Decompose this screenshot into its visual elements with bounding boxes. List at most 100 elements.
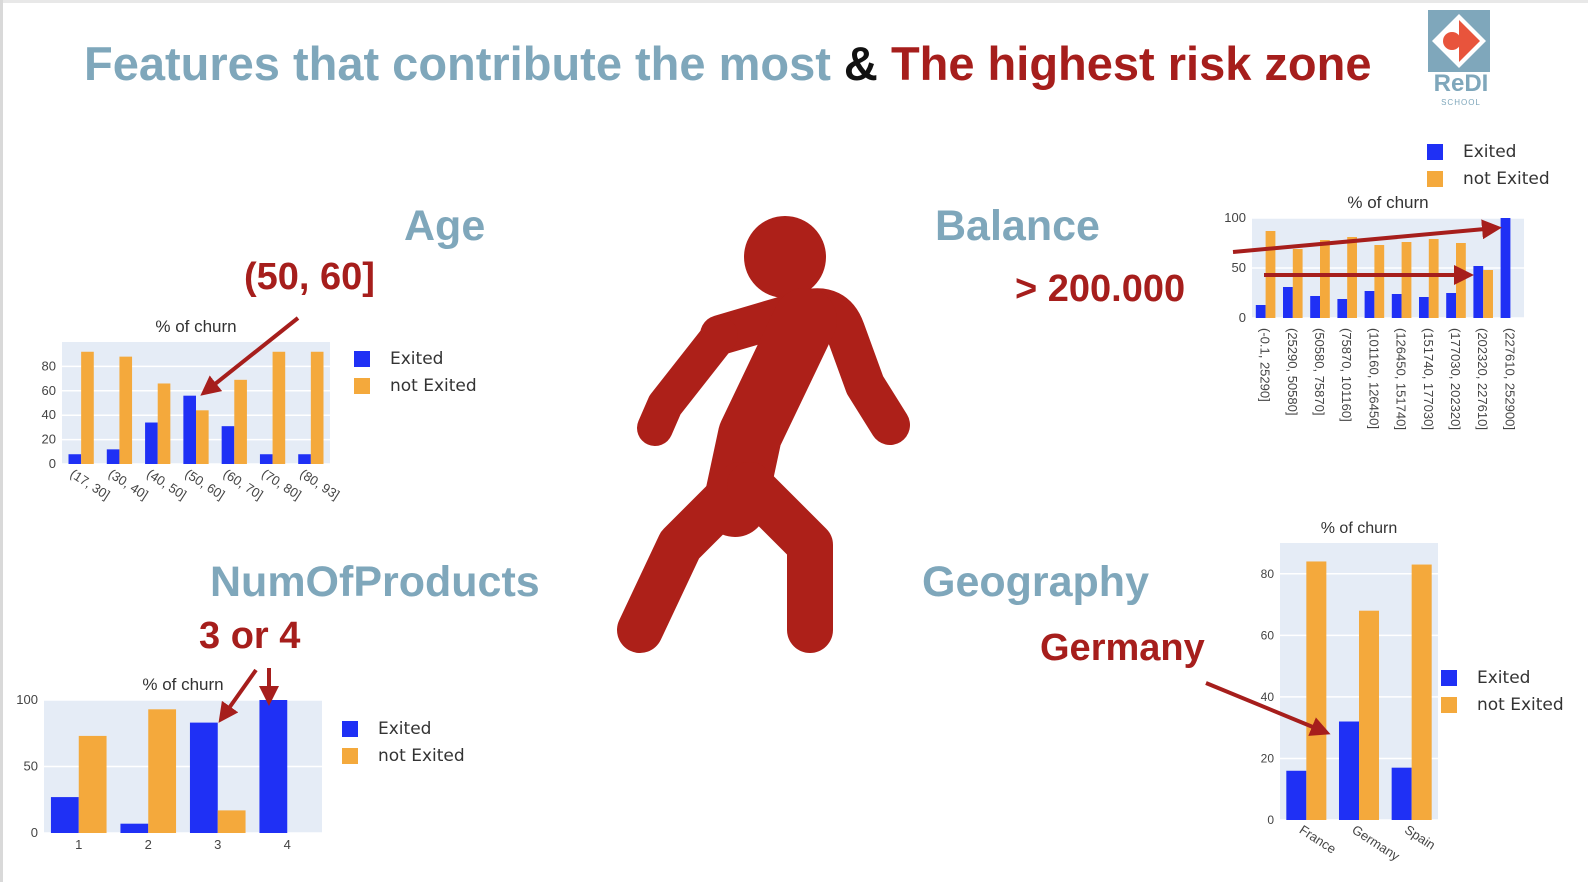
y-tick-label: 50 [1232,260,1246,275]
chart-title: % of churn [1347,193,1428,212]
bar-not-exited [119,356,133,464]
bar-exited [145,422,158,464]
feature-products-label: NumOfProducts [210,558,540,606]
legend-swatch-not-exited [1441,696,1457,713]
legend-swatch-not-exited [342,747,358,764]
logo-wordmark: ReDI [1433,70,1489,97]
legend-label-not-exited: not Exited [378,745,465,766]
bar-not-exited [1428,239,1439,318]
bar-exited [189,722,218,833]
x-tick-label: (60, 70] [221,466,266,503]
x-tick-label: (30, 40] [106,466,151,503]
products-churn-chart: 0 50 100 % of churn 1 2 3 4 [16,675,322,852]
bar-exited [298,454,311,464]
slide-left-border [0,0,3,882]
bar-not-exited [272,351,286,464]
legend-label-exited: Exited [390,348,444,369]
bar-exited [106,449,120,464]
x-tick-label: 3 [214,837,221,852]
y-tick-label: 40 [1261,690,1275,704]
bar-not-exited [234,379,247,464]
bar-exited [1364,291,1375,318]
x-tick-label: 2 [145,837,152,852]
geography-legend: Exited not Exited [1441,664,1564,718]
bar-not-exited [81,351,94,464]
bar-not-exited [148,709,177,833]
x-tick-label: 4 [284,837,291,852]
y-tick-label: 60 [1261,628,1275,642]
bar-exited [68,454,82,464]
x-tick-label: (-0.1, 25290] [1258,328,1273,402]
legend-label-not-exited: not Exited [390,375,477,396]
x-tick-label: France [1297,822,1339,857]
legend-item-not-exited: not Exited [1427,165,1550,192]
geography-churn-chart: 0 20 40 60 80 % of churn France Germany Spain [1261,520,1438,864]
legend-swatch-exited [1441,669,1457,686]
bar-not-exited [196,410,209,464]
balance-legend: Exited not Exited [1427,138,1550,192]
x-tick-label: (50, 60] [182,466,227,503]
legend-swatch-exited [1427,143,1443,160]
y-tick-label: 0 [31,825,38,840]
x-tick-label: (202320, 227610] [1475,328,1490,430]
legend-item-exited: Exited [354,345,477,372]
bar-not-exited [1292,249,1303,318]
bar-not-exited [1320,240,1330,318]
note-age-range: (50, 60] [244,256,375,298]
note-balance-threshold: > 200.000 [1015,268,1186,310]
x-tick-label: (227610, 252900] [1502,328,1517,430]
x-tick-label: (177030, 202320] [1448,328,1463,430]
bar-not-exited [1265,231,1276,318]
legend-item-not-exited: not Exited [354,372,477,399]
y-tick-label: 100 [1224,210,1246,225]
legend-label-exited: Exited [1477,667,1531,688]
title-part-features: Features that contribute the most [84,37,831,90]
title-part-risk-zone: The highest risk zone [890,37,1372,90]
x-tick-label: (17, 30] [68,466,113,503]
bar-not-exited [1411,564,1432,820]
legend-swatch-exited [354,350,370,367]
y-tick-label: 80 [1261,567,1275,581]
products-legend: Exited not Exited [342,715,465,769]
bar-exited [1337,299,1348,318]
bar-exited [1286,770,1307,820]
x-tick-label: Germany [1349,822,1402,864]
age-churn-chart: 0 20 40 60 80 % of churn (17, 30](30, 40](40, … [42,317,343,503]
redi-logo-icon [1428,10,1490,72]
bar-exited [1419,297,1429,318]
bar-not-exited [310,351,324,464]
x-tick-label: (50580, 75870] [1312,328,1327,415]
chart-title: % of churn [142,675,223,694]
walking-person-icon [617,216,910,653]
x-tick-label: (70, 80] [259,466,304,503]
chart-title: % of churn [155,317,236,336]
bar-exited [1500,218,1511,318]
bar-not-exited [1306,561,1327,820]
feature-age-label: Age [404,202,486,250]
legend-swatch-not-exited [354,377,370,394]
bar-exited [1473,266,1484,318]
x-tick-label: Spain [1402,822,1438,853]
bar-not-exited [1374,245,1385,318]
legend-swatch-not-exited [1427,170,1443,187]
bar-exited [221,426,235,464]
age-legend: Exited not Exited [354,345,477,399]
bar-exited [259,454,273,464]
legend-item-not-exited: not Exited [1441,691,1564,718]
bar-not-exited [217,810,246,833]
bar-not-exited [78,735,107,833]
title-ampersand: & [843,37,878,90]
x-tick-label: 1 [75,837,82,852]
legend-item-exited: Exited [1441,664,1564,691]
bar-exited [259,700,288,833]
legend-label-exited: Exited [1463,141,1517,162]
balance-churn-chart: 0 50 100 % of churn (-0.1, 25290] (25290, 505… [1224,193,1524,430]
x-tick-label: (75870, 101160] [1339,328,1354,422]
y-tick-label: 100 [16,692,38,707]
note-geography-country: Germany [1040,627,1205,669]
legend-item-not-exited: not Exited [342,742,465,769]
y-tick-label: 40 [42,407,56,422]
note-products-count: 3 or 4 [199,615,301,657]
bar-exited [1283,287,1293,318]
bar-exited [1338,721,1359,820]
